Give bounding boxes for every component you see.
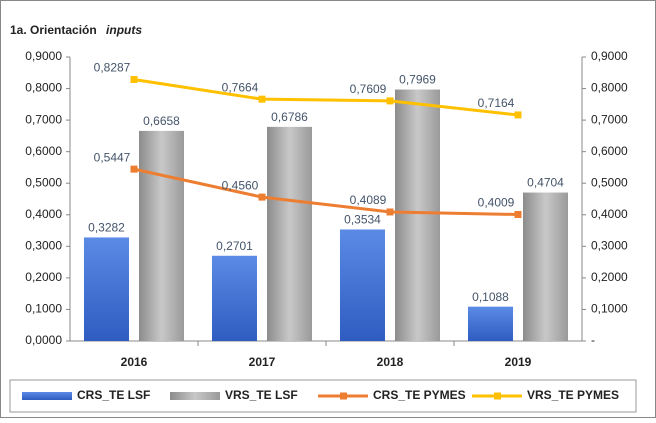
data-label: 0,7664: [222, 80, 259, 94]
data-label: 0,5447: [94, 150, 131, 164]
y2-tick-label: 0,5000: [591, 175, 628, 189]
line-marker: [386, 208, 394, 216]
title-italic: inputs: [106, 23, 142, 37]
bar: [267, 126, 312, 341]
legend-label: CRS_TE PYMES: [373, 388, 466, 402]
data-label: 0,8287: [94, 61, 131, 75]
y-tick-label: 0,7000: [25, 112, 62, 126]
y2-tick-label: 0,4000: [591, 207, 628, 221]
x-tick-label: 2017: [249, 355, 276, 369]
y-tick-label: 0,5000: [25, 175, 62, 189]
y-tick-label: 0,4000: [25, 207, 62, 221]
data-label: 0,7609: [350, 82, 387, 96]
legend-marker: [340, 392, 347, 400]
bar: [340, 229, 385, 341]
y2-tick-label: 0,2000: [591, 270, 628, 284]
y2-tick-label: 0,6000: [591, 144, 628, 158]
line-marker: [514, 210, 522, 218]
y-tick-label: 0,6000: [25, 144, 62, 158]
line-marker: [130, 75, 138, 83]
data-label: 0,6658: [143, 114, 180, 128]
title-main: 1a. Orientación: [10, 23, 97, 37]
chart-title: 1a. Orientación inputs: [10, 23, 142, 37]
legend-swatch: [22, 392, 72, 400]
data-label: 0,7164: [478, 96, 515, 110]
bar: [468, 306, 513, 341]
line-marker: [258, 193, 266, 201]
y2-tick-label: 0,7000: [591, 112, 628, 126]
data-label: 0,1088: [472, 290, 509, 304]
y2-tick-label: 0,9000: [591, 49, 628, 63]
y2-tick-label: 0,8000: [591, 81, 628, 95]
bar: [84, 237, 129, 341]
legend-marker: [494, 392, 501, 400]
y-tick-label: 0,0000: [25, 333, 62, 347]
legend-label: CRS_TE LSF: [77, 388, 150, 402]
bar: [523, 192, 568, 341]
data-label: 0,4560: [222, 178, 259, 192]
data-label: 0,4704: [527, 176, 564, 190]
y2-tick-label: 0,3000: [591, 239, 628, 253]
data-label: 0,4089: [350, 193, 387, 207]
data-label: 0,2701: [216, 239, 253, 253]
line-marker: [514, 111, 522, 119]
y-tick-label: 0,8000: [25, 81, 62, 95]
line-marker: [386, 97, 394, 105]
data-label: 0,6786: [271, 110, 308, 124]
x-tick-label: 2019: [505, 355, 532, 369]
x-tick-label: 2018: [377, 355, 404, 369]
bar: [139, 130, 184, 341]
y2-tick-label: -: [591, 333, 595, 347]
y-tick-label: 0,1000: [25, 302, 62, 316]
bar: [395, 89, 440, 341]
line: [133, 78, 519, 117]
data-label: 0,3534: [344, 213, 381, 227]
y2-tick-label: 0,1000: [591, 302, 628, 316]
legend-swatch: [170, 392, 220, 400]
line-marker: [258, 95, 266, 103]
data-label: 0,4009: [478, 196, 515, 210]
data-label: 0,7969: [399, 73, 436, 87]
legend-label: VRS_TE LSF: [225, 388, 298, 402]
y-tick-label: 0,9000: [25, 49, 62, 63]
legend-box: [9, 379, 637, 413]
line: [133, 167, 519, 216]
legend-label: VRS_TE PYMES: [527, 388, 619, 402]
y-tick-label: 0,2000: [25, 270, 62, 284]
x-tick-label: 2016: [121, 355, 148, 369]
y-tick-label: 0,3000: [25, 239, 62, 253]
line-marker: [130, 165, 138, 173]
bar: [212, 255, 257, 341]
data-label: 0,3282: [88, 221, 125, 235]
